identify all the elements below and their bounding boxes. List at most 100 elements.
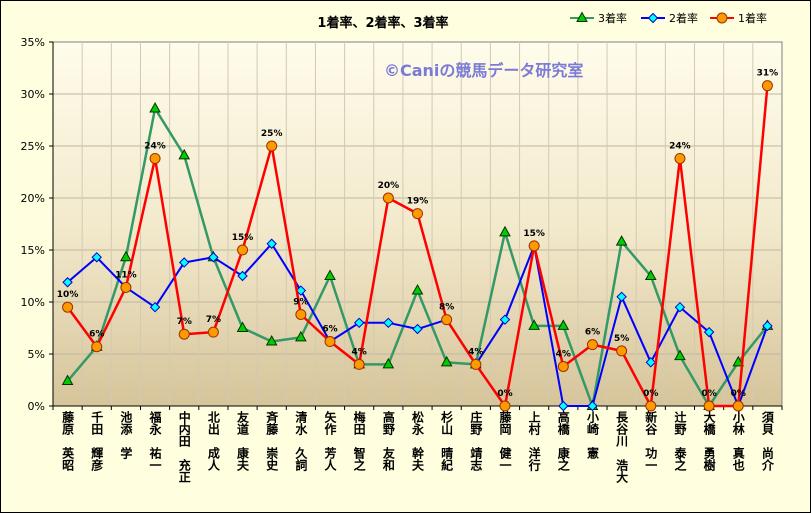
third-place-rate-point [644, 269, 657, 280]
second-place-rate-point [237, 270, 248, 282]
win-rate-data-label: 6% [89, 330, 104, 340]
legend: 3着率 2着率 1着率 [570, 11, 767, 25]
win-rate-data-label: 9% [293, 297, 308, 307]
win-rate-point [557, 360, 569, 372]
third-place-rate-point [265, 334, 278, 346]
win-rate-data-label: 0% [643, 389, 658, 399]
win-rate-point [586, 339, 598, 351]
y-tick-label: 30% [21, 88, 45, 101]
third-place-rate-point [295, 330, 307, 342]
win-rate-data-label: 0% [701, 389, 716, 399]
watermark: ©Caniの競馬データ研究室 [384, 61, 583, 80]
win-rate-data-label: 24% [144, 141, 166, 151]
win-rate-point [761, 80, 773, 92]
win-rate-point [732, 400, 744, 412]
win-rate-point [324, 336, 336, 348]
win-rate-data-label: 19% [407, 197, 429, 207]
win-rate-point [616, 345, 628, 357]
third-place-rate-point [440, 355, 453, 367]
win-rate-data-label: 11% [115, 270, 137, 280]
win-rate-point [149, 152, 161, 164]
second-place-rate-point [149, 301, 161, 313]
win-rate-data-label: 20% [378, 181, 400, 191]
third-place-rate-point [557, 319, 570, 330]
second-place-rate-point [383, 317, 394, 329]
y-tick-label: 0% [28, 400, 45, 413]
win-rate-data-label: 6% [585, 328, 600, 338]
third-place-rate-point [61, 374, 74, 386]
win-rate-point [499, 400, 511, 412]
win-rate-data-label: 0% [731, 389, 746, 399]
win-rate-data-label: 10% [57, 290, 79, 300]
win-rate-point [674, 152, 686, 164]
third-place-rate-point [615, 235, 628, 246]
win-rate-point [382, 192, 394, 204]
third-place-rate-point [149, 102, 161, 113]
axes [49, 41, 783, 410]
y-tick-label: 35% [21, 36, 45, 49]
third-place-rate-point [178, 148, 191, 160]
third-place-rate-point [382, 357, 395, 369]
win-rate-data-label: 7% [206, 315, 221, 325]
second-place-rate-point [587, 400, 598, 412]
second-place-rate-legend-label: 2着率 [669, 11, 698, 25]
y-tick-label: 20% [21, 192, 45, 205]
second-place-rate-point [703, 326, 715, 338]
y-tick-label: 10% [21, 296, 45, 309]
y-tick-label: 5% [28, 348, 45, 361]
y-tick-label: 15% [21, 244, 45, 257]
win-rate-point [120, 281, 132, 293]
win-rate-point [237, 244, 249, 256]
win-rate-data-label: 5% [614, 334, 629, 344]
win-rate-point [470, 358, 482, 370]
second-place-rate-point [499, 314, 511, 325]
data-labels: 10% 6% 11% 24% 7% 7% 15% 25% 9% 6% 4% 20% 19% 8% 4% 0% 1… [57, 69, 778, 399]
win-rate-point [62, 301, 74, 313]
chart-title: 1着率、2着率、3着率 [317, 15, 448, 31]
third-place-rate-point [674, 349, 686, 361]
y-tick-label: 25% [21, 140, 45, 153]
win-rate-data-label: 8% [439, 303, 454, 313]
win-rate-point [528, 240, 540, 252]
second-place-rate-point [62, 277, 73, 288]
gridlines [53, 42, 782, 406]
second-place-rate-point [91, 252, 102, 263]
third-place-rate-point [732, 355, 745, 367]
win-rate-data-label: 15% [232, 233, 254, 243]
win-rate-point [645, 400, 657, 412]
win-rate-legend-label: 1着率 [738, 11, 767, 25]
second-place-rate-point [266, 238, 277, 249]
win-rate-point [703, 400, 715, 412]
second-place-rate-point [353, 317, 365, 329]
y-axis-labels: 0% 5% 10% 15% 20% 25% 30% 35% [21, 36, 45, 413]
win-rate-data-label: 15% [523, 229, 545, 239]
second-place-rate-point [179, 257, 190, 268]
win-rate-point [266, 140, 278, 152]
win-rate-point [295, 308, 307, 320]
win-rate-data-label: 0% [497, 389, 512, 399]
win-rate-data-label: 31% [757, 69, 779, 79]
third-place-rate-point [411, 284, 424, 295]
win-rate-point [412, 208, 423, 220]
second-place-rate-point [762, 320, 773, 332]
second-place-rate-point [645, 357, 656, 368]
win-rate-point [353, 358, 365, 370]
third-place-rate-legend-label: 3着率 [598, 11, 627, 25]
third-place-rate-point [528, 319, 540, 330]
second-place-rate-legend-marker [647, 12, 659, 24]
third-place-rate-point [236, 321, 249, 332]
win-rate-data-label: 7% [177, 317, 192, 327]
win-rate-point [441, 314, 453, 326]
win-rate-data-label: 25% [261, 129, 283, 139]
win-rate-data-label: 6% [322, 325, 337, 335]
third-place-rate-point [324, 269, 336, 280]
win-rate-data-label: 4% [352, 347, 367, 357]
second-place-rate-point [412, 323, 423, 335]
win-rate-data-label: 4% [556, 349, 571, 359]
win-rate-point [178, 328, 190, 340]
third-place-rate-point [499, 225, 511, 237]
second-place-rate-point [558, 400, 569, 412]
win-rate-point [207, 326, 219, 338]
